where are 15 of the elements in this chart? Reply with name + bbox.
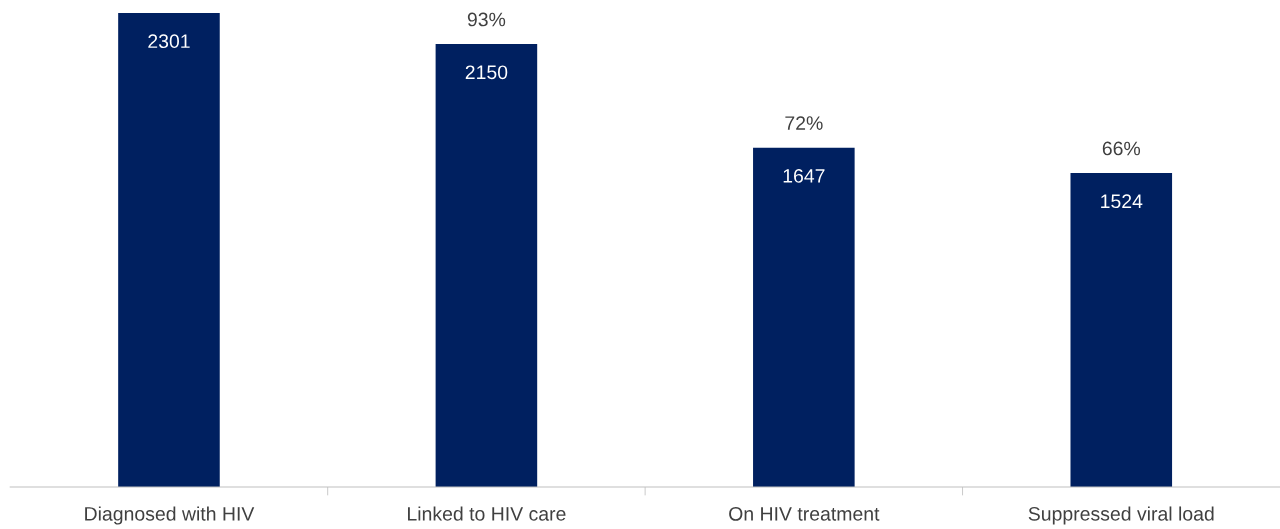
annotation: 93% [467,12,506,27]
x-tick-label: On HIV treatment [729,506,880,521]
data-label: 1524 [1101,194,1143,209]
data-label: 1647 [783,169,825,183]
x-tick-label: Suppressed viral load [1028,506,1214,525]
annotation: 66% [1102,141,1141,156]
bar [435,44,538,487]
bar [753,147,855,487]
x-tick-label: Linked to HIV care [408,506,566,521]
bar [1070,173,1173,487]
annotation: 72% [785,116,823,130]
x-tick-label: Diagnosed with HIV [85,506,255,525]
data-label: 2150 [465,65,508,80]
bar [118,13,220,487]
data-label: 2301 [148,34,190,49]
